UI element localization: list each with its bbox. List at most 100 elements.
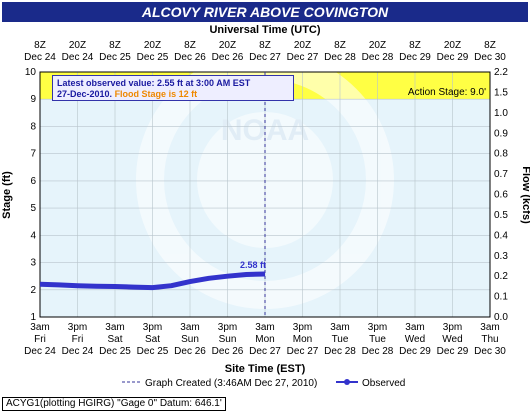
right-tick-label: 1.5 bbox=[494, 87, 508, 98]
bottom-tick-time: 3am bbox=[105, 322, 124, 333]
top-tick-label: 8Z bbox=[34, 40, 46, 51]
legend-created-label: Graph Created (3:46AM Dec 27, 2010) bbox=[145, 378, 317, 389]
top-tick-date: Dec 29 bbox=[437, 52, 469, 63]
latest-observed-date-line: 27-Dec-2010. Flood Stage is 12 ft bbox=[57, 89, 289, 100]
bottom-tick-date: Dec 27 bbox=[287, 346, 319, 357]
bottom-tick-time: 3am bbox=[405, 322, 424, 333]
bottom-tick-date: Dec 30 bbox=[474, 346, 506, 357]
bottom-tick-day: Tue bbox=[369, 334, 386, 345]
top-tick-label: 8Z bbox=[184, 40, 196, 51]
bottom-tick-date: Dec 26 bbox=[174, 346, 206, 357]
right-tick-label: 2.2 bbox=[494, 67, 508, 78]
bottom-tick-time: 3am bbox=[30, 322, 49, 333]
legend-observed-marker bbox=[344, 379, 350, 385]
bottom-tick-date: Dec 25 bbox=[99, 346, 131, 357]
bottom-tick-day: Sun bbox=[181, 334, 199, 345]
top-tick-date: Dec 29 bbox=[399, 52, 431, 63]
right-tick-label: 0.5 bbox=[494, 210, 508, 221]
bottom-tick-time: 3pm bbox=[218, 322, 237, 333]
right-tick-label: 0.9 bbox=[494, 128, 508, 139]
right-tick-label: 0.1 bbox=[494, 292, 508, 303]
bottom-tick-date: Dec 24 bbox=[62, 346, 94, 357]
flood-stage-text: Flood Stage is 12 ft bbox=[114, 89, 198, 99]
top-tick-label: 8Z bbox=[334, 40, 346, 51]
bottom-tick-day: Fri bbox=[72, 334, 84, 345]
top-axis-title: Universal Time (UTC) bbox=[209, 24, 320, 36]
legend: Graph Created (3:46AM Dec 27, 2010) Obse… bbox=[122, 378, 405, 389]
right-tick-label: 0.3 bbox=[494, 251, 508, 262]
top-tick-date: Dec 25 bbox=[137, 52, 169, 63]
right-axis-title: Flow (kcfs) bbox=[520, 166, 530, 224]
left-tick-label: 8 bbox=[30, 121, 36, 132]
legend-observed-label: Observed bbox=[362, 378, 405, 389]
top-tick-date: Dec 24 bbox=[62, 52, 94, 63]
bottom-tick-day: Tue bbox=[332, 334, 349, 345]
bottom-tick-date: Dec 27 bbox=[249, 346, 281, 357]
top-tick-date: Dec 26 bbox=[212, 52, 244, 63]
bottom-tick-time: 3pm bbox=[293, 322, 312, 333]
left-tick-label: 3 bbox=[30, 258, 36, 269]
bottom-tick-time: 3am bbox=[330, 322, 349, 333]
bottom-tick-day: Mon bbox=[293, 334, 312, 345]
bottom-tick-day: Mon bbox=[255, 334, 274, 345]
bottom-tick-day: Sat bbox=[145, 334, 160, 345]
bottom-axis-title: Site Time (EST) bbox=[225, 363, 306, 375]
top-tick-date: Dec 28 bbox=[362, 52, 394, 63]
bottom-tick-day: Wed bbox=[405, 334, 425, 345]
peak-value-label: 2.58 ft bbox=[240, 260, 266, 270]
top-tick-date: Dec 26 bbox=[174, 52, 206, 63]
top-tick-date: Dec 24 bbox=[24, 52, 56, 63]
left-axis-title: Stage (ft) bbox=[1, 171, 13, 219]
action-stage-label: Action Stage: 9.0' bbox=[408, 87, 486, 98]
top-tick-label: 20Z bbox=[69, 40, 86, 51]
top-tick-label: 8Z bbox=[259, 40, 271, 51]
bottom-tick-date: Dec 29 bbox=[437, 346, 469, 357]
left-tick-label: 1 bbox=[30, 312, 36, 323]
bottom-tick-date: Dec 24 bbox=[24, 346, 56, 357]
top-tick-date: Dec 30 bbox=[474, 52, 506, 63]
left-tick-label: 6 bbox=[30, 176, 36, 187]
left-tick-label: 9 bbox=[30, 94, 36, 105]
bottom-tick-time: 3am bbox=[180, 322, 199, 333]
right-tick-label: 0.7 bbox=[494, 169, 508, 180]
latest-observed-box: Latest observed value: 2.55 ft at 3:00 A… bbox=[52, 75, 294, 101]
top-tick-label: 20Z bbox=[369, 40, 386, 51]
bottom-tick-day: Wed bbox=[442, 334, 462, 345]
right-tick-label: 0.6 bbox=[494, 190, 508, 201]
top-tick-label: 20Z bbox=[144, 40, 161, 51]
bottom-tick-time: 3pm bbox=[143, 322, 162, 333]
left-tick-label: 7 bbox=[30, 149, 36, 160]
bottom-tick-day: Fri bbox=[34, 334, 46, 345]
latest-observed-text: Latest observed value: 2.55 ft at 3:00 A… bbox=[57, 78, 251, 88]
bottom-tick-time: 3pm bbox=[368, 322, 387, 333]
bottom-tick-day: Thu bbox=[481, 334, 498, 345]
left-tick-label: 4 bbox=[30, 230, 36, 241]
right-tick-label: 0.8 bbox=[494, 149, 508, 160]
bottom-tick-day: Sun bbox=[219, 334, 237, 345]
left-tick-label: 10 bbox=[25, 67, 37, 78]
top-tick-label: 20Z bbox=[294, 40, 311, 51]
top-tick-label: 8Z bbox=[484, 40, 496, 51]
bottom-tick-day: Sat bbox=[107, 334, 122, 345]
right-tick-label: 0.0 bbox=[494, 312, 508, 323]
right-tick-label: 1.0 bbox=[494, 108, 508, 119]
right-tick-label: 0.4 bbox=[494, 230, 508, 241]
bottom-tick-date: Dec 25 bbox=[137, 346, 169, 357]
chart-title: ALCOVY RIVER ABOVE COVINGTON bbox=[2, 2, 528, 22]
observed-series-line bbox=[39, 271, 266, 291]
bottom-tick-time: 3am bbox=[480, 322, 499, 333]
top-tick-date: Dec 28 bbox=[324, 52, 356, 63]
top-tick-date: Dec 27 bbox=[287, 52, 319, 63]
top-tick-date: Dec 25 bbox=[99, 52, 131, 63]
top-tick-date: Dec 27 bbox=[249, 52, 281, 63]
bottom-tick-time: 3pm bbox=[443, 322, 462, 333]
top-tick-label: 8Z bbox=[409, 40, 421, 51]
bottom-tick-date: Dec 28 bbox=[324, 346, 356, 357]
latest-observed-date: 27-Dec-2010. bbox=[57, 89, 113, 99]
bottom-tick-date: Dec 28 bbox=[362, 346, 394, 357]
right-tick-label: 0.2 bbox=[494, 271, 508, 282]
top-tick-label: 8Z bbox=[109, 40, 121, 51]
bottom-tick-date: Dec 26 bbox=[212, 346, 244, 357]
bottom-tick-date: Dec 29 bbox=[399, 346, 431, 357]
